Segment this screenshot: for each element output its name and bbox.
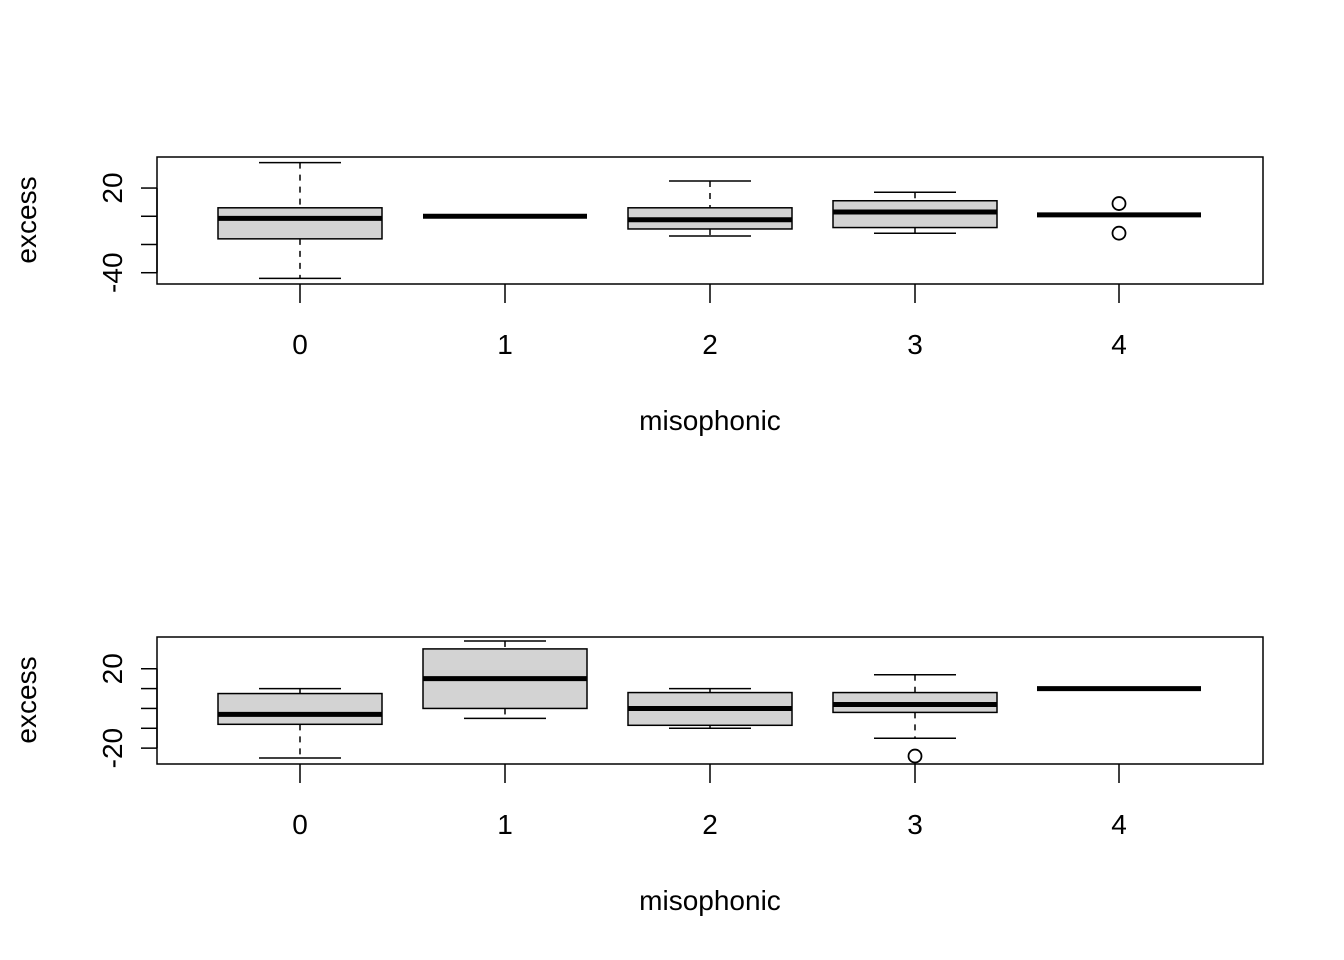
y-tick-label: 20 <box>97 653 128 684</box>
boxplot-panel-2: -20 20 0 1 2 3 4 misophonic excess <box>11 636 1264 916</box>
x-tick-label: 1 <box>497 329 513 360</box>
y-tick-label: 20 <box>97 172 128 203</box>
box-4 <box>1037 196 1201 241</box>
box-3 <box>832 191 998 234</box>
outlier-point <box>907 748 923 764</box>
outlier-point <box>1111 196 1127 211</box>
x-tick-label: 1 <box>497 809 513 840</box>
iqr-box <box>217 207 383 240</box>
x-tick-label: 2 <box>702 329 718 360</box>
y-tick-label: -40 <box>97 252 128 292</box>
box-0 <box>217 161 383 280</box>
y-tick-label: -20 <box>97 728 128 768</box>
x-tick-label: 3 <box>907 329 923 360</box>
x-axis-label: misophonic <box>639 885 781 916</box>
x-tick-label: 0 <box>292 809 308 840</box>
y-axis: -40 20 <box>97 172 158 293</box>
boxplot-panel-1: -40 20 0 1 2 3 4 misophonic excess <box>11 156 1264 436</box>
x-tick-label: 4 <box>1111 809 1127 840</box>
outlier-point <box>1111 225 1127 241</box>
box-3 <box>832 673 998 764</box>
y-axis-label: excess <box>11 176 42 263</box>
y-axis: -20 20 <box>97 653 158 768</box>
box-1 <box>422 640 588 720</box>
x-axis-label: misophonic <box>639 405 781 436</box>
y-axis-label: excess <box>11 656 42 743</box>
box-2 <box>627 687 793 730</box>
x-axis: 0 1 2 3 4 <box>292 284 1127 360</box>
box-2 <box>627 180 793 237</box>
box-0 <box>217 687 383 759</box>
x-tick-label: 2 <box>702 809 718 840</box>
boxes <box>217 161 1201 280</box>
x-tick-label: 0 <box>292 329 308 360</box>
x-tick-label: 4 <box>1111 329 1127 360</box>
iqr-box <box>217 692 383 726</box>
boxes <box>217 640 1201 764</box>
x-tick-label: 3 <box>907 809 923 840</box>
x-axis: 0 1 2 3 4 <box>292 764 1127 840</box>
